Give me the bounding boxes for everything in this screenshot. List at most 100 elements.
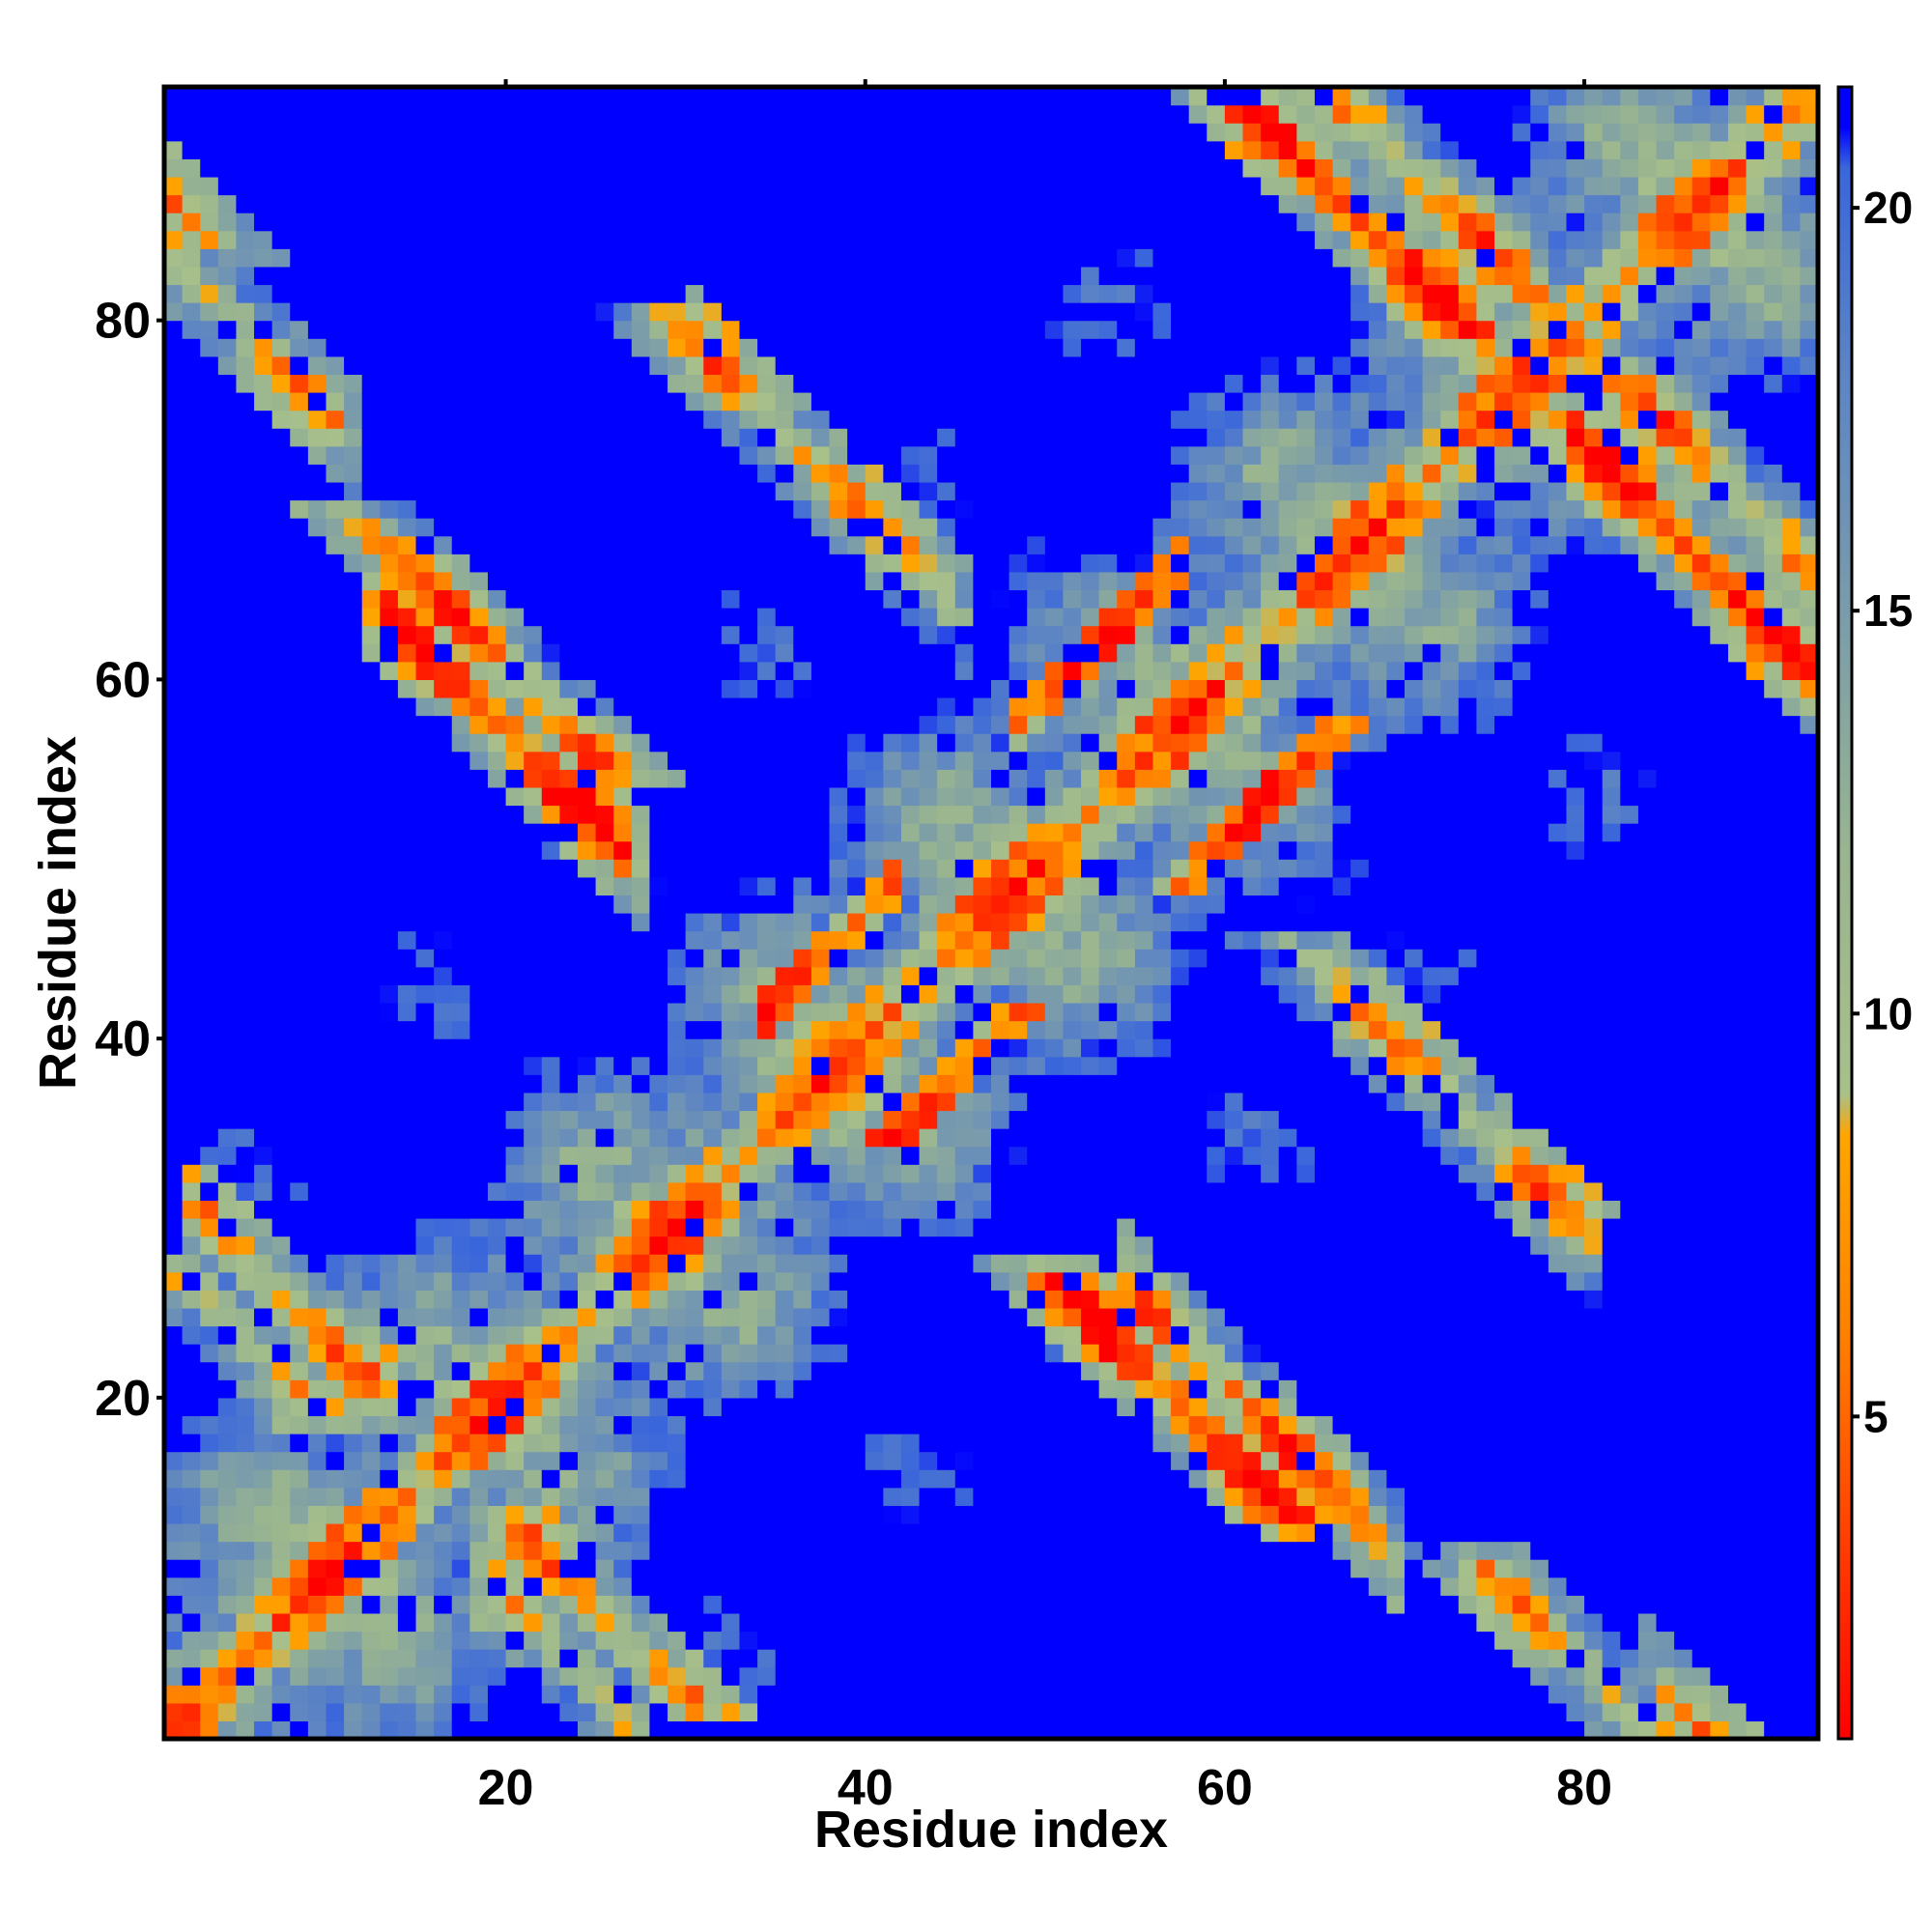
- heatmap-cell: [649, 733, 668, 753]
- heatmap-cell: [487, 1541, 507, 1560]
- heatmap-cell: [307, 248, 327, 268]
- heatmap-cell: [865, 1128, 884, 1148]
- heatmap-cell: [505, 661, 525, 680]
- heatmap-cell: [685, 1505, 704, 1524]
- heatmap-cell: [739, 1666, 758, 1686]
- heatmap-cell: [541, 320, 560, 339]
- heatmap-cell: [991, 1522, 1010, 1543]
- heatmap-cell: [668, 1217, 687, 1237]
- heatmap-cell: [685, 445, 704, 465]
- heatmap-cell: [829, 966, 848, 985]
- heatmap-cell: [793, 769, 812, 788]
- heatmap-cell: [668, 1164, 687, 1183]
- heatmap-cell: [810, 518, 831, 537]
- heatmap-cell: [883, 733, 902, 753]
- heatmap-cell: [200, 374, 219, 393]
- heatmap-cell: [1098, 1002, 1118, 1022]
- heatmap-cell: [919, 895, 938, 914]
- heatmap-cell: [380, 1217, 399, 1237]
- heatmap-cell: [217, 1702, 238, 1722]
- heatmap-cell: [415, 230, 435, 249]
- heatmap-cell: [1081, 1092, 1100, 1112]
- heatmap-cell: [578, 1469, 597, 1489]
- heatmap-cell: [793, 840, 812, 860]
- heatmap-cell: [326, 1720, 345, 1740]
- heatmap-cell: [1027, 87, 1046, 106]
- heatmap-cell: [613, 571, 633, 591]
- heatmap-cell: [182, 715, 201, 734]
- heatmap-cell: [1098, 87, 1118, 106]
- heatmap-cell: [380, 374, 399, 393]
- heatmap-cell: [865, 751, 884, 770]
- heatmap-cell: [200, 87, 219, 106]
- heatmap-cell: [182, 1344, 201, 1363]
- heatmap-cell: [1027, 1702, 1046, 1722]
- heatmap-cell: [182, 1290, 201, 1309]
- heatmap-cell: [217, 930, 238, 950]
- heatmap-cell: [685, 1164, 704, 1183]
- heatmap-cell: [595, 1505, 614, 1524]
- heatmap-cell: [344, 1236, 363, 1255]
- heatmap-cell: [487, 391, 507, 412]
- heatmap-cell: [524, 1254, 543, 1273]
- heatmap-cell: [1081, 1541, 1100, 1560]
- heatmap-cell: [326, 410, 345, 429]
- heatmap-cell: [578, 248, 597, 268]
- heatmap-cell: [865, 1434, 884, 1453]
- heatmap-cell: [631, 1361, 651, 1380]
- heatmap-cell: [595, 949, 614, 968]
- heatmap-cell: [721, 1290, 741, 1309]
- heatmap-cell: [954, 1271, 974, 1291]
- heatmap-cell: [505, 1379, 525, 1399]
- heatmap-cell: [991, 661, 1010, 680]
- heatmap-cell: [739, 123, 758, 142]
- heatmap-cell: [668, 1487, 687, 1506]
- heatmap-cell: [1027, 1002, 1046, 1022]
- heatmap-cell: [613, 194, 633, 213]
- heatmap-cell: [1027, 554, 1046, 573]
- heatmap-cell: [829, 859, 848, 878]
- heatmap-cell: [397, 481, 417, 501]
- heatmap-cell: [1027, 1522, 1046, 1543]
- heatmap-cell: [631, 966, 651, 985]
- heatmap-cell: [865, 1217, 884, 1237]
- heatmap-cell: [900, 733, 921, 753]
- heatmap-cell: [217, 1038, 238, 1058]
- heatmap-cell: [1098, 1146, 1118, 1165]
- heatmap-cell: [1098, 733, 1118, 753]
- heatmap-cell: [578, 374, 597, 393]
- heatmap-cell: [703, 554, 723, 573]
- heatmap-cell: [434, 930, 453, 950]
- heatmap-cell: [919, 733, 938, 753]
- heatmap-cell: [829, 643, 848, 663]
- heatmap-cell: [559, 194, 579, 213]
- heatmap-cell: [1098, 140, 1118, 159]
- heatmap-cell: [937, 823, 956, 842]
- heatmap-cell: [595, 1344, 614, 1363]
- heatmap-cell: [685, 625, 704, 644]
- heatmap-cell: [217, 608, 238, 627]
- heatmap-cell: [668, 1254, 687, 1273]
- heatmap-cell: [1063, 913, 1082, 932]
- heatmap-cell: [559, 1397, 579, 1417]
- heatmap-cell: [810, 1720, 831, 1740]
- heatmap-cell: [973, 1038, 992, 1058]
- heatmap-cell: [344, 355, 363, 375]
- heatmap-cell: [973, 949, 992, 968]
- heatmap-cell: [793, 1344, 812, 1363]
- heatmap-cell: [1117, 859, 1136, 878]
- heatmap-cell: [1081, 87, 1100, 106]
- heatmap-cell: [451, 1038, 470, 1058]
- heatmap-cell: [415, 930, 435, 950]
- heatmap-cell: [559, 1451, 579, 1470]
- heatmap-cell: [829, 1415, 848, 1435]
- heatmap-cell: [200, 1595, 219, 1614]
- heatmap-cell: [217, 751, 238, 770]
- heatmap-cell: [631, 1720, 651, 1740]
- heatmap-cell: [721, 1146, 741, 1165]
- heatmap-cell: [668, 930, 687, 950]
- heatmap-cell: [793, 876, 812, 896]
- heatmap-cell: [487, 840, 507, 860]
- heatmap-cell: [451, 786, 470, 807]
- heatmap-cell: [810, 104, 831, 124]
